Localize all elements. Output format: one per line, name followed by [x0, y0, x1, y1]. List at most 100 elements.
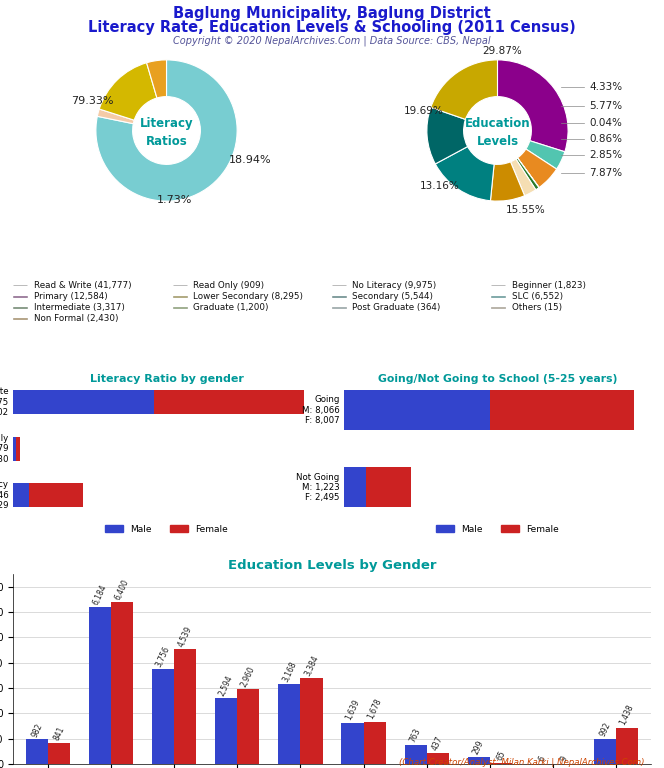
- Text: 0.86%: 0.86%: [589, 134, 622, 144]
- Text: Baglung Municipality, Baglung District: Baglung Municipality, Baglung District: [173, 6, 491, 22]
- Text: 3,168: 3,168: [281, 660, 298, 683]
- Bar: [367, 468, 411, 508]
- Wedge shape: [526, 141, 565, 169]
- Bar: [594, 739, 616, 764]
- Bar: [616, 728, 638, 764]
- Bar: [404, 745, 427, 764]
- Text: Others (15): Others (15): [512, 303, 562, 312]
- Bar: [300, 678, 323, 764]
- Text: 992: 992: [598, 721, 612, 738]
- Bar: [13, 306, 27, 307]
- Text: Post Graduate (364): Post Graduate (364): [353, 303, 441, 312]
- Text: 79.33%: 79.33%: [71, 96, 114, 106]
- Legend: Male, Female: Male, Female: [432, 521, 562, 537]
- Bar: [489, 390, 634, 430]
- Text: 6: 6: [537, 755, 547, 763]
- Bar: [344, 468, 367, 508]
- Text: 19.69%: 19.69%: [404, 106, 444, 116]
- Text: Copyright © 2020 NepalArchives.Com | Data Source: CBS, Nepal: Copyright © 2020 NepalArchives.Com | Dat…: [173, 35, 491, 46]
- Wedge shape: [427, 108, 467, 164]
- Wedge shape: [516, 158, 539, 190]
- Title: Education Levels by Gender: Education Levels by Gender: [228, 558, 436, 571]
- Text: Non Formal (2,430): Non Formal (2,430): [34, 313, 118, 323]
- Bar: [111, 602, 133, 764]
- Bar: [173, 284, 187, 286]
- Text: 65: 65: [495, 749, 507, 762]
- Text: SLC (6,552): SLC (6,552): [512, 292, 563, 300]
- Bar: [237, 689, 260, 764]
- Text: Read Only (909): Read Only (909): [193, 280, 264, 290]
- Text: 4.33%: 4.33%: [589, 81, 622, 91]
- Text: Literacy: Literacy: [139, 117, 193, 130]
- Text: 0.04%: 0.04%: [589, 118, 622, 128]
- Text: 1,438: 1,438: [618, 703, 635, 727]
- Bar: [89, 607, 111, 764]
- Text: 6,184: 6,184: [92, 583, 109, 607]
- Bar: [13, 390, 154, 415]
- Bar: [278, 684, 300, 764]
- Text: 2.85%: 2.85%: [589, 150, 622, 160]
- Bar: [341, 723, 364, 764]
- Text: 13.16%: 13.16%: [420, 180, 459, 190]
- Text: 437: 437: [430, 735, 445, 752]
- Bar: [491, 306, 505, 307]
- Text: 1,678: 1,678: [366, 697, 383, 720]
- Text: 1,639: 1,639: [344, 698, 361, 722]
- Text: 29.87%: 29.87%: [482, 46, 522, 56]
- Bar: [215, 698, 237, 764]
- Bar: [467, 756, 490, 764]
- Text: 3,384: 3,384: [303, 654, 320, 677]
- Text: Intermediate (3,317): Intermediate (3,317): [34, 303, 125, 312]
- Wedge shape: [436, 147, 494, 200]
- Bar: [173, 306, 187, 307]
- Text: 299: 299: [471, 739, 486, 756]
- Text: Secondary (5,544): Secondary (5,544): [353, 292, 434, 300]
- Bar: [491, 284, 505, 286]
- Text: Primary (12,584): Primary (12,584): [34, 292, 108, 300]
- Title: Literacy Ratio by gender: Literacy Ratio by gender: [90, 373, 244, 383]
- Wedge shape: [517, 149, 556, 187]
- Text: 2,960: 2,960: [240, 665, 257, 688]
- Bar: [427, 753, 449, 764]
- Wedge shape: [96, 60, 237, 201]
- Bar: [26, 740, 48, 764]
- Wedge shape: [511, 159, 536, 196]
- Bar: [490, 763, 512, 764]
- Text: Lower Secondary (8,295): Lower Secondary (8,295): [193, 292, 303, 300]
- Wedge shape: [517, 158, 539, 187]
- Text: 3,756: 3,756: [155, 644, 172, 668]
- Text: Read & Write (41,777): Read & Write (41,777): [34, 280, 131, 290]
- Bar: [364, 722, 386, 764]
- Wedge shape: [147, 60, 167, 98]
- Bar: [154, 390, 304, 415]
- Text: Education: Education: [465, 117, 531, 130]
- Bar: [13, 483, 29, 508]
- Legend: Male, Female: Male, Female: [102, 521, 232, 537]
- Text: 2,594: 2,594: [218, 674, 235, 697]
- Text: 5.77%: 5.77%: [589, 101, 622, 111]
- Bar: [13, 284, 27, 286]
- Bar: [174, 649, 197, 764]
- Text: 982: 982: [30, 722, 44, 738]
- Bar: [152, 669, 174, 764]
- Wedge shape: [98, 109, 134, 124]
- Text: 763: 763: [408, 727, 423, 744]
- Text: Graduate (1,200): Graduate (1,200): [193, 303, 268, 312]
- Text: 1.73%: 1.73%: [157, 195, 193, 205]
- Text: 4,539: 4,539: [177, 624, 194, 648]
- Text: 18.94%: 18.94%: [228, 155, 272, 165]
- Text: 9: 9: [559, 755, 569, 763]
- Bar: [48, 743, 70, 764]
- Text: 6,400: 6,400: [114, 578, 131, 601]
- Wedge shape: [497, 60, 568, 152]
- Bar: [13, 318, 27, 319]
- Wedge shape: [491, 162, 525, 201]
- Bar: [344, 390, 489, 430]
- Text: (Chart Creator/Analyst: Milan Karki | NepalArchives.Com): (Chart Creator/Analyst: Milan Karki | Ne…: [398, 758, 644, 767]
- Text: Literacy Rate, Education Levels & Schooling (2011 Census): Literacy Rate, Education Levels & School…: [88, 20, 576, 35]
- Text: 15.55%: 15.55%: [506, 204, 546, 214]
- Text: Ratios: Ratios: [145, 134, 187, 147]
- Wedge shape: [99, 63, 157, 120]
- Bar: [332, 284, 346, 286]
- Bar: [332, 306, 346, 307]
